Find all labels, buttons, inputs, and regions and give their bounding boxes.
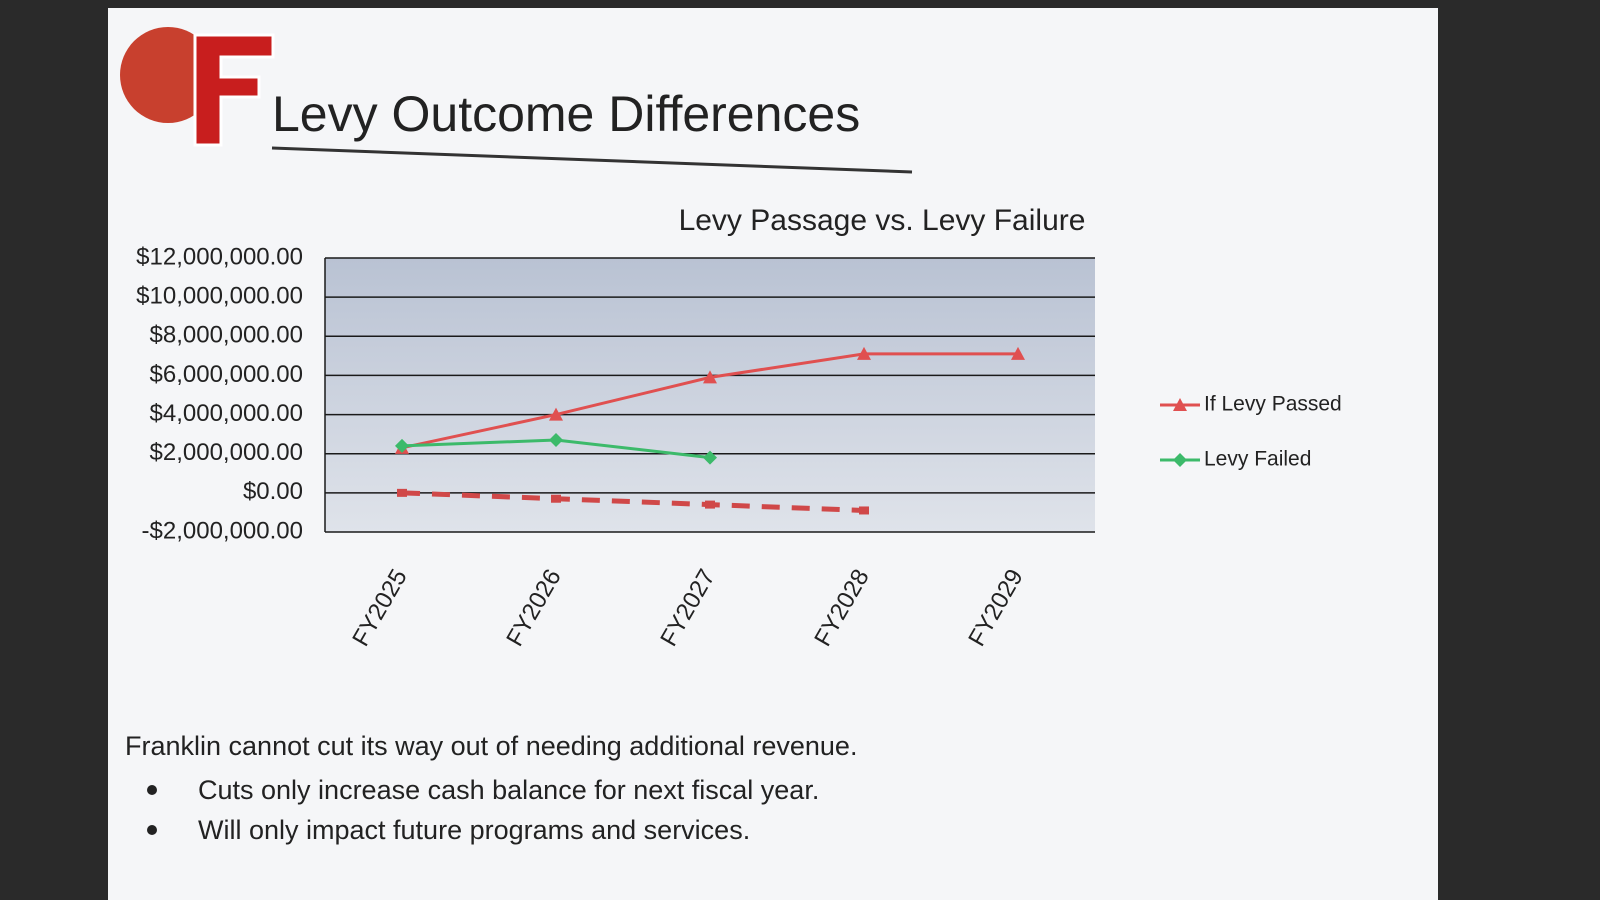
bullet: Will only impact future programs and ser… <box>198 815 750 845</box>
logo <box>120 27 275 147</box>
marker <box>397 488 407 497</box>
y-tick-label: $8,000,000.00 <box>150 322 303 349</box>
y-tick-label: $6,000,000.00 <box>150 361 303 388</box>
marker <box>549 407 563 421</box>
y-tick-label: -$2,000,000.00 <box>142 517 303 544</box>
marker <box>705 500 715 509</box>
y-tick-label: $2,000,000.00 <box>150 439 303 466</box>
marker <box>1173 453 1187 467</box>
marker <box>551 494 561 503</box>
y-tick-label: $12,000,000.00 <box>136 243 303 270</box>
series-line <box>401 490 865 513</box>
marker <box>859 506 869 515</box>
marker <box>703 370 717 384</box>
marker <box>1011 346 1025 360</box>
marker <box>549 433 563 448</box>
y-tick-label: $10,000,000.00 <box>136 282 303 309</box>
bullet-dot <box>147 785 157 795</box>
marker <box>1173 398 1187 411</box>
title-underline <box>271 146 913 174</box>
marker <box>395 438 409 453</box>
slide-title: Levy Outcome Differences <box>272 86 860 142</box>
body-text: Franklin cannot cut its way out of needi… <box>125 731 857 761</box>
plot-area <box>325 258 1095 532</box>
y-tick-label: $4,000,000.00 <box>150 400 303 427</box>
legend-label: If Levy Passed <box>1204 393 1342 416</box>
bullet-dot <box>147 825 157 835</box>
marker <box>857 346 871 360</box>
chart-title: Levy Passage vs. Levy Failure <box>679 204 1086 237</box>
legend-label: Levy Failed <box>1204 448 1311 471</box>
bullet: Cuts only increase cash balance for next… <box>198 775 819 805</box>
y-tick-label: $0.00 <box>243 478 303 505</box>
marker <box>703 450 717 465</box>
